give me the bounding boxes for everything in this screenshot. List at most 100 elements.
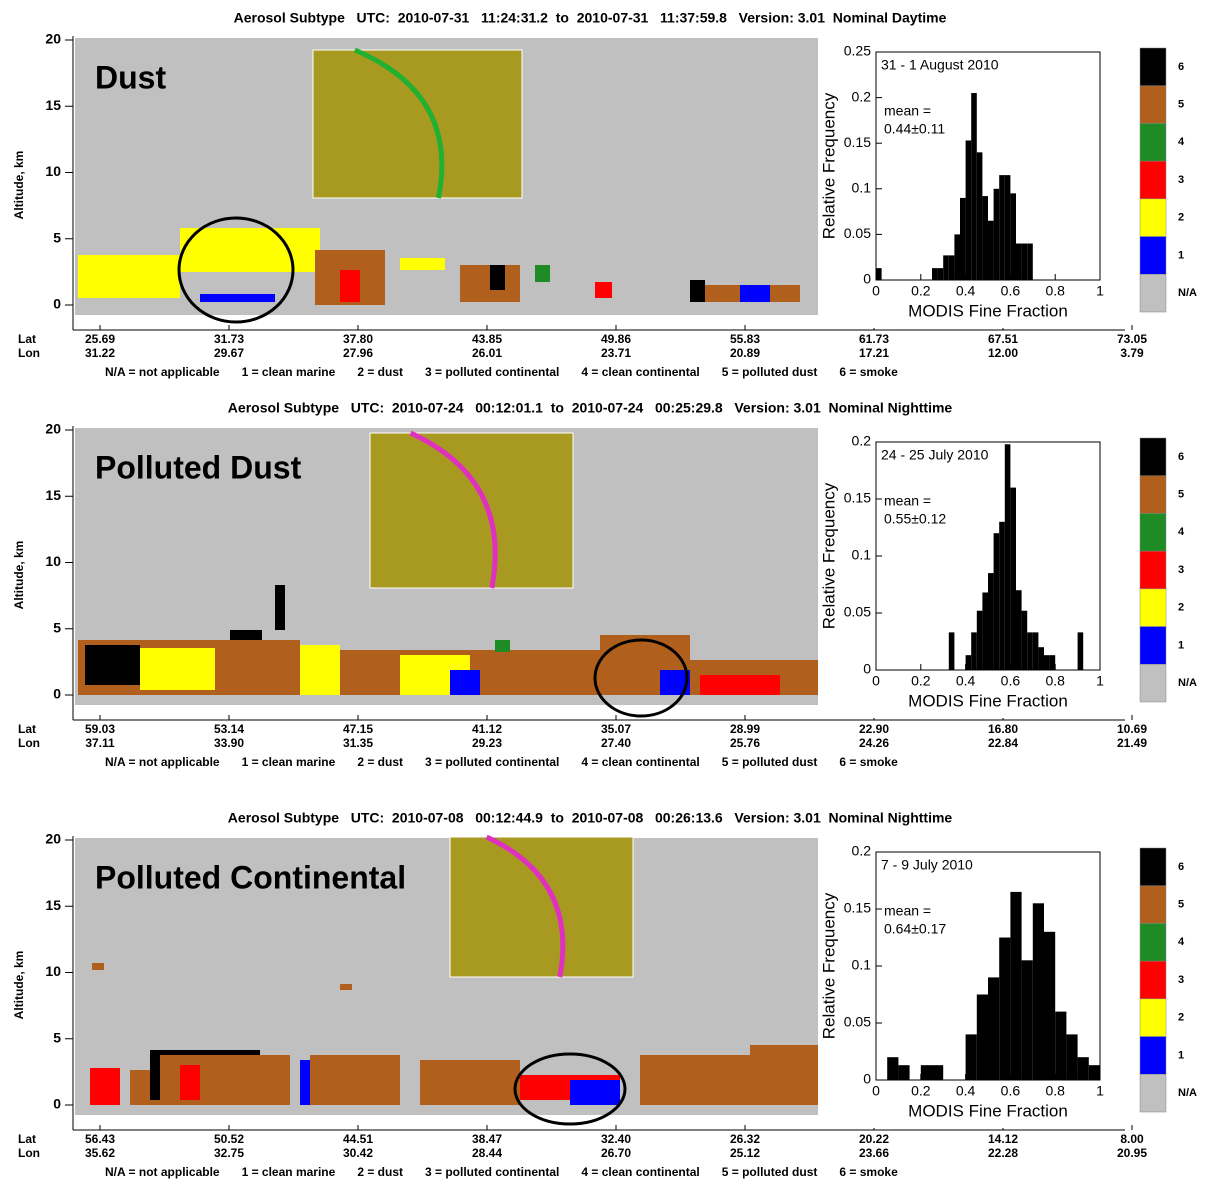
histogram-bar	[1022, 960, 1033, 1080]
lon-tick-label: 17.21	[859, 346, 889, 360]
histogram-bar	[954, 234, 960, 280]
colorbar-swatch	[1140, 476, 1166, 514]
y-tick-label: 0.05	[844, 604, 871, 620]
lon-tick-label: 31.22	[85, 346, 115, 360]
lon-tick-label: 35.62	[85, 1146, 115, 1160]
lat-label: Lat	[18, 1132, 36, 1146]
colorbar-swatch	[1140, 48, 1166, 86]
histogram-bar	[1033, 903, 1044, 1080]
panel-title: Aerosol Subtype UTC: 2010-07-08 00:12:44…	[228, 810, 953, 826]
colorbar-swatch	[1140, 1037, 1166, 1075]
lat-tick-label: 26.32	[730, 1132, 760, 1146]
colorbar-swatch	[1140, 551, 1166, 589]
y-tick-label: 0.15	[844, 900, 871, 916]
y-tick-label: 20	[45, 831, 61, 847]
lat-tick-label: 22.90	[859, 722, 889, 736]
colorbar-label: 1	[1178, 639, 1184, 651]
y-axis-label: Relative Frequency	[819, 482, 838, 629]
lat-tick-label: 10.69	[1117, 722, 1147, 736]
legend-entry: 4 = clean continental	[581, 365, 699, 379]
map-inset	[370, 433, 573, 588]
histogram-bar	[932, 1065, 943, 1080]
inset-title: 31 - 1 August 2010	[881, 57, 999, 73]
lon-tick-label: 27.96	[343, 346, 373, 360]
lon-tick-label: 23.71	[601, 346, 631, 360]
lat-tick-label: 59.03	[85, 722, 115, 736]
lat-tick-label: 16.80	[988, 722, 1018, 736]
y-tick-label: 20	[45, 31, 61, 47]
inset-title: 7 - 9 July 2010	[881, 857, 973, 873]
colorbar-label: 2	[1178, 602, 1184, 614]
map-inset	[313, 50, 522, 198]
aerosol-layer	[450, 670, 480, 695]
aerosol-layer	[160, 1055, 290, 1105]
legend-entry: 4 = clean continental	[581, 1165, 699, 1179]
histogram-bar	[1010, 193, 1016, 280]
lat-label: Lat	[18, 722, 36, 736]
histogram-bar	[1016, 244, 1022, 280]
legend-entry: 6 = smoke	[839, 365, 898, 379]
lat-tick-label: 20.22	[859, 1132, 889, 1146]
x-tick-label: 0.6	[1001, 673, 1021, 689]
aerosol-layer	[420, 1060, 520, 1105]
y-axis-label: Relative Frequency	[819, 92, 838, 239]
aerosol-layer	[85, 645, 140, 685]
lat-tick-label: 67.51	[988, 332, 1018, 346]
lat-tick-label: 28.99	[730, 722, 760, 736]
histogram-bar	[938, 268, 944, 280]
lon-tick-label: 27.40	[601, 736, 631, 750]
histogram-bar	[1078, 1057, 1089, 1080]
y-tick-label: 10	[45, 963, 61, 979]
histogram-bar	[966, 1034, 977, 1080]
x-tick-label: 0.4	[956, 283, 976, 299]
x-tick-label: 0.8	[1045, 1083, 1065, 1099]
lat-tick-label: 43.85	[472, 332, 502, 346]
x-axis-label: MODIS Fine Fraction	[908, 301, 1068, 320]
lon-tick-label: 25.76	[730, 736, 760, 750]
lat-tick-label: 8.00	[1120, 1132, 1144, 1146]
legend-entry: 5 = polluted dust	[722, 755, 818, 769]
lon-tick-label: 23.66	[859, 1146, 889, 1160]
lat-tick-label: 32.40	[601, 1132, 631, 1146]
y-tick-label: 10	[45, 553, 61, 569]
histogram-bar	[1066, 1034, 1077, 1080]
lat-tick-label: 56.43	[85, 1132, 115, 1146]
y-tick-label: 5	[53, 619, 61, 635]
histogram-bar	[1055, 1012, 1066, 1080]
lat-tick-label: 35.07	[601, 722, 631, 736]
x-tick-label: 0.6	[1001, 1083, 1021, 1099]
aerosol-layer	[400, 258, 445, 270]
colorbar-label: 5	[1178, 98, 1184, 110]
histogram-bar	[999, 175, 1005, 280]
colorbar-label: 4	[1178, 936, 1185, 948]
legend-entry: 6 = smoke	[839, 1165, 898, 1179]
y-tick-label: 0.1	[852, 180, 872, 196]
lon-tick-label: 29.67	[214, 346, 244, 360]
legend-entry: 1 = clean marine	[242, 755, 336, 769]
inset-title: 24 - 25 July 2010	[881, 447, 989, 463]
x-tick-label: 0	[872, 673, 880, 689]
histogram-bar	[943, 255, 949, 280]
aerosol-layer	[535, 265, 550, 282]
colorbar-swatch	[1140, 274, 1166, 312]
y-tick-label: 0.25	[844, 43, 871, 59]
panel-title: Aerosol Subtype UTC: 2010-07-24 00:12:01…	[228, 400, 953, 416]
histogram-bar	[971, 93, 977, 280]
y-tick-label: 0	[863, 1071, 871, 1087]
aerosol-layer	[180, 1065, 200, 1100]
histogram-bar	[1016, 590, 1022, 670]
mean-annotation: mean =	[884, 103, 931, 119]
legend-entry: 2 = dust	[357, 755, 403, 769]
colorbar-label: N/A	[1178, 1087, 1197, 1099]
y-tick-label: 0.2	[852, 88, 872, 104]
colorbar-swatch	[1140, 848, 1166, 886]
y-tick-label: 5	[53, 229, 61, 245]
lon-tick-label: 22.28	[988, 1146, 1018, 1160]
legend-entry: 3 = polluted continental	[425, 755, 559, 769]
aerosol-layer	[690, 280, 705, 302]
histogram-bar	[994, 189, 1000, 280]
y-tick-label: 0.15	[844, 134, 871, 150]
mean-annotation: mean =	[884, 903, 931, 919]
colorbar-swatch	[1140, 589, 1166, 627]
